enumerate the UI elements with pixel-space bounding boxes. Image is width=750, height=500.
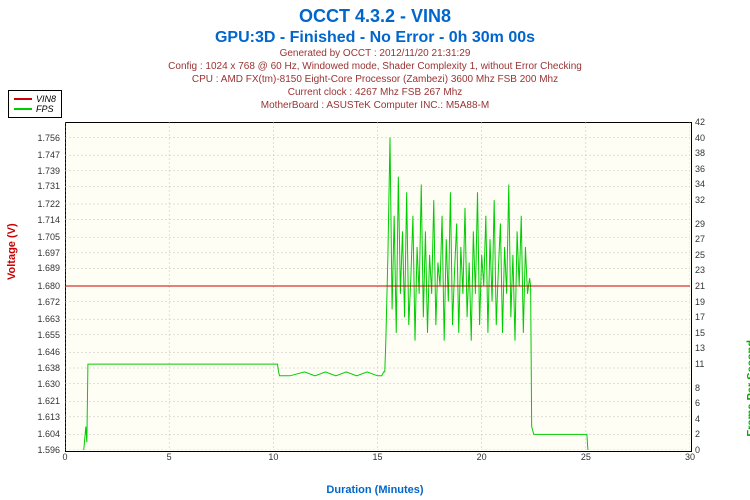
y-tick-left: 1.646 [25,347,60,357]
y-tick-right: 29 [695,219,705,229]
y-axis-label-left: Voltage (V) [6,223,18,280]
y-tick-right: 36 [695,164,705,174]
y-tick-left: 1.680 [25,281,60,291]
y-tick-left: 1.722 [25,199,60,209]
y-tick-right: 0 [695,445,700,455]
y-tick-left: 1.731 [25,181,60,191]
y-tick-left: 1.747 [25,150,60,160]
chart-title-1: OCCT 4.3.2 - VIN8 [0,0,750,27]
x-axis-label: Duration (Minutes) [0,484,750,496]
y-tick-left: 1.613 [25,412,60,422]
y-tick-left: 1.655 [25,330,60,340]
y-tick-left: 1.705 [25,232,60,242]
y-tick-right: 4 [695,414,700,424]
y-tick-right: 2 [695,429,700,439]
legend-label-fps: FPS [36,104,54,114]
y-tick-right: 34 [695,179,705,189]
y-tick-right: 40 [695,133,705,143]
legend-label-vin8: VIN8 [36,94,56,104]
y-tick-left: 1.697 [25,248,60,258]
y-axis-label-right: Frame Per Second [746,340,750,437]
legend-row-fps: FPS [14,104,56,114]
y-tick-left: 1.714 [25,215,60,225]
y-tick-right: 38 [695,148,705,158]
subtitle-4: Current clock : 4267 Mhz FSB 267 Mhz [0,86,750,99]
y-tick-right: 15 [695,328,705,338]
chart-area [65,122,690,450]
y-tick-left: 1.672 [25,297,60,307]
subtitle-1: Generated by OCCT : 2012/11/20 21:31:29 [0,47,750,60]
legend-swatch-vin8 [14,98,32,100]
x-tick: 20 [477,452,487,462]
y-tick-left: 1.621 [25,396,60,406]
x-tick: 0 [62,452,67,462]
y-tick-left: 1.756 [25,133,60,143]
subtitle-5: MotherBoard : ASUSTeK Computer INC.: M5A… [0,99,750,112]
y-tick-left: 1.638 [25,363,60,373]
x-tick: 25 [581,452,591,462]
x-tick: 5 [167,452,172,462]
y-tick-left: 1.596 [25,445,60,455]
legend-row-vin8: VIN8 [14,94,56,104]
y-tick-right: 42 [695,117,705,127]
x-tick: 30 [685,452,695,462]
y-tick-left: 1.739 [25,166,60,176]
y-tick-right: 17 [695,312,705,322]
subtitle-2: Config : 1024 x 768 @ 60 Hz, Windowed mo… [0,60,750,73]
x-tick: 10 [268,452,278,462]
x-tick: 15 [372,452,382,462]
y-tick-right: 32 [695,195,705,205]
chart-title-2: GPU:3D - Finished - No Error - 0h 30m 00… [0,27,750,47]
y-tick-right: 19 [695,297,705,307]
y-tick-left: 1.689 [25,263,60,273]
legend-swatch-fps [14,108,32,110]
data-series [65,122,690,450]
legend: VIN8 FPS [8,90,62,118]
y-tick-right: 8 [695,383,700,393]
y-tick-right: 27 [695,234,705,244]
y-tick-right: 13 [695,343,705,353]
subtitle-3: CPU : AMD FX(tm)-8150 Eight-Core Process… [0,73,750,86]
y-tick-right: 6 [695,398,700,408]
y-tick-left: 1.663 [25,314,60,324]
y-tick-left: 1.630 [25,379,60,389]
y-tick-right: 21 [695,281,705,291]
y-tick-right: 25 [695,250,705,260]
y-tick-right: 11 [695,359,704,369]
y-tick-left: 1.604 [25,429,60,439]
y-tick-right: 23 [695,265,705,275]
